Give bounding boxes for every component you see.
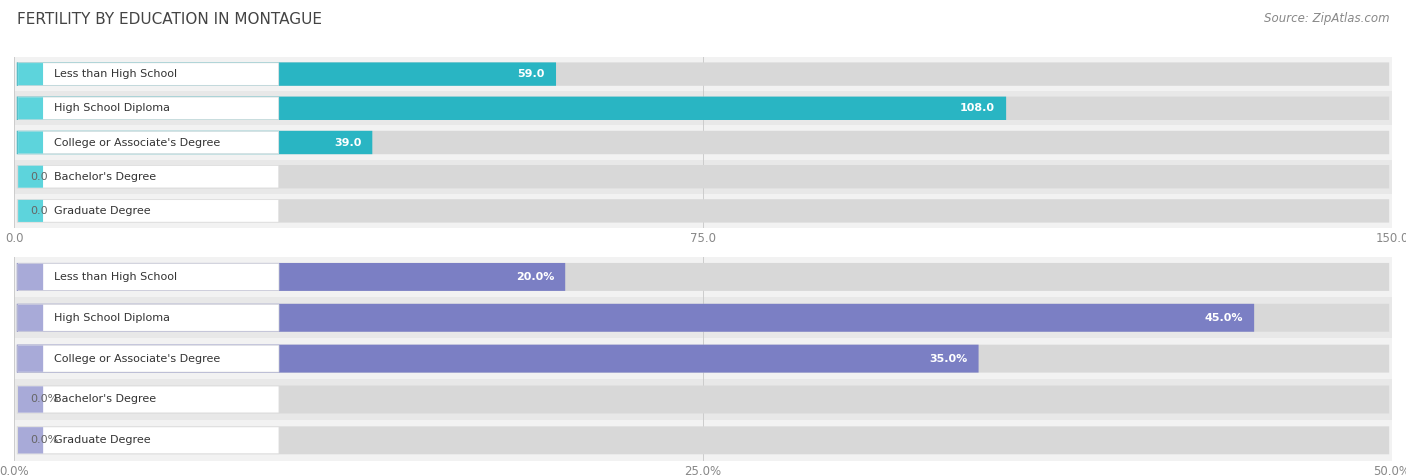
FancyBboxPatch shape [18,264,44,290]
Text: 35.0%: 35.0% [929,353,967,364]
FancyBboxPatch shape [18,345,278,372]
FancyBboxPatch shape [17,345,979,372]
Text: Graduate Degree: Graduate Degree [53,206,150,216]
FancyBboxPatch shape [18,345,44,372]
Bar [14,297,1392,338]
Text: College or Associate's Degree: College or Associate's Degree [53,137,221,148]
FancyBboxPatch shape [18,200,278,222]
FancyBboxPatch shape [17,96,1389,120]
FancyBboxPatch shape [18,427,44,454]
Text: 108.0: 108.0 [960,103,995,114]
FancyBboxPatch shape [17,165,1389,189]
Text: High School Diploma: High School Diploma [53,103,170,114]
FancyBboxPatch shape [17,386,1389,413]
FancyBboxPatch shape [17,304,1254,332]
FancyBboxPatch shape [17,263,1389,291]
FancyBboxPatch shape [17,427,1389,454]
Text: 39.0: 39.0 [333,137,361,148]
Text: 0.0: 0.0 [31,206,48,216]
FancyBboxPatch shape [17,345,1389,372]
Text: Less than High School: Less than High School [53,272,177,282]
FancyBboxPatch shape [18,131,278,154]
Text: 0.0: 0.0 [31,171,48,182]
FancyBboxPatch shape [17,96,1007,120]
Text: Bachelor's Degree: Bachelor's Degree [53,171,156,182]
Text: FERTILITY BY EDUCATION IN MONTAGUE: FERTILITY BY EDUCATION IN MONTAGUE [17,12,322,27]
FancyBboxPatch shape [18,63,44,85]
Text: Bachelor's Degree: Bachelor's Degree [53,394,156,405]
Text: 0.0%: 0.0% [31,394,59,405]
Text: 45.0%: 45.0% [1205,313,1243,323]
FancyBboxPatch shape [18,304,44,331]
Text: Graduate Degree: Graduate Degree [53,435,150,446]
FancyBboxPatch shape [18,97,44,119]
FancyBboxPatch shape [18,264,278,290]
FancyBboxPatch shape [17,131,373,154]
FancyBboxPatch shape [18,166,44,188]
Text: 20.0%: 20.0% [516,272,554,282]
FancyBboxPatch shape [17,199,1389,223]
FancyBboxPatch shape [17,263,565,291]
Text: Less than High School: Less than High School [53,69,177,79]
FancyBboxPatch shape [17,131,1389,154]
FancyBboxPatch shape [17,304,1389,332]
FancyBboxPatch shape [17,62,1389,86]
Bar [14,125,1392,160]
Text: 0.0%: 0.0% [31,435,59,446]
FancyBboxPatch shape [18,304,278,331]
FancyBboxPatch shape [18,97,278,120]
FancyBboxPatch shape [18,165,278,188]
Bar [14,57,1392,91]
Text: College or Associate's Degree: College or Associate's Degree [53,353,221,364]
Bar [14,420,1392,461]
Bar [14,194,1392,228]
Bar [14,256,1392,297]
FancyBboxPatch shape [18,386,278,413]
Text: Source: ZipAtlas.com: Source: ZipAtlas.com [1264,12,1389,25]
FancyBboxPatch shape [18,427,278,454]
Text: 59.0: 59.0 [517,69,546,79]
Bar [14,379,1392,420]
FancyBboxPatch shape [18,63,278,86]
FancyBboxPatch shape [18,386,44,413]
Bar [14,91,1392,125]
Bar [14,160,1392,194]
FancyBboxPatch shape [18,132,44,153]
FancyBboxPatch shape [18,200,44,222]
FancyBboxPatch shape [17,62,555,86]
Bar [14,338,1392,379]
Text: High School Diploma: High School Diploma [53,313,170,323]
